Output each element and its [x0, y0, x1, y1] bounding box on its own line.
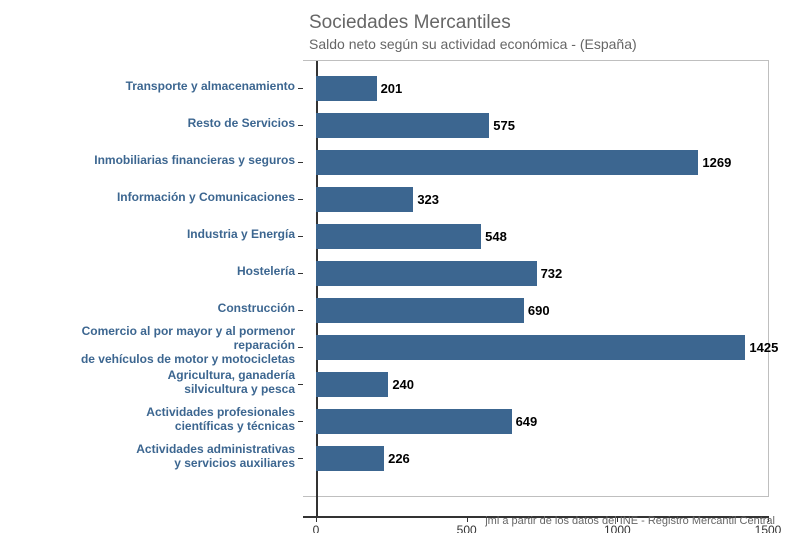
category-tick	[298, 236, 303, 237]
category-label: Resto de Servicios	[188, 117, 295, 131]
bar-value-label: 649	[516, 414, 538, 429]
bar	[316, 335, 745, 360]
category-tick	[298, 199, 303, 200]
category-tick	[298, 88, 303, 89]
x-tick	[316, 516, 317, 522]
x-tick-label: 0	[313, 523, 320, 533]
category-label: Comercio al por mayor y al pormenor repa…	[81, 325, 295, 366]
category-tick	[298, 125, 303, 126]
category-label: Construcción	[218, 302, 295, 316]
source-caption: jml a partir de los datos del INE - Regi…	[485, 515, 775, 527]
bar-value-label: 240	[392, 377, 414, 392]
bar-value-label: 690	[528, 303, 550, 318]
bar	[316, 446, 384, 471]
bar-value-label: 575	[493, 118, 515, 133]
category-tick	[298, 421, 303, 422]
bar	[316, 224, 481, 249]
bar	[316, 298, 524, 323]
bar	[316, 113, 489, 138]
bar	[316, 372, 388, 397]
category-label: Industria y Energía	[187, 228, 295, 242]
bar	[316, 261, 537, 286]
bar-value-label: 1425	[749, 340, 778, 355]
category-label: Transporte y almacenamiento	[126, 80, 295, 94]
category-label: Actividades administrativas y servicios …	[136, 443, 295, 471]
category-tick	[298, 273, 303, 274]
bar	[316, 76, 377, 101]
bar	[316, 150, 698, 175]
category-label: Agricultura, ganadería silvicultura y pe…	[168, 369, 295, 397]
chart-title: Sociedades Mercantiles	[309, 12, 511, 34]
chart-subtitle: Saldo neto según su actividad económica …	[309, 36, 637, 52]
category-tick	[298, 310, 303, 311]
bar-value-label: 226	[388, 451, 410, 466]
bar-value-label: 548	[485, 229, 507, 244]
x-tick	[467, 516, 468, 522]
category-label: Información y Comunicaciones	[117, 191, 295, 205]
x-tick-label: 500	[457, 523, 477, 533]
bar	[316, 409, 512, 434]
category-tick	[298, 347, 303, 348]
category-label: Actividades profesionales científicas y …	[146, 406, 295, 434]
bar	[316, 187, 413, 212]
category-tick	[298, 162, 303, 163]
bar-value-label: 732	[541, 266, 563, 281]
plot-area: 20157512693235487326901425240649226	[303, 60, 769, 497]
category-label: Hostelería	[237, 265, 295, 279]
bar-value-label: 323	[417, 192, 439, 207]
bar-value-label: 1269	[702, 155, 731, 170]
category-tick	[298, 458, 303, 459]
bar-value-label: 201	[381, 81, 403, 96]
category-label: Inmobiliarias financieras y seguros	[94, 154, 295, 168]
category-tick	[298, 384, 303, 385]
